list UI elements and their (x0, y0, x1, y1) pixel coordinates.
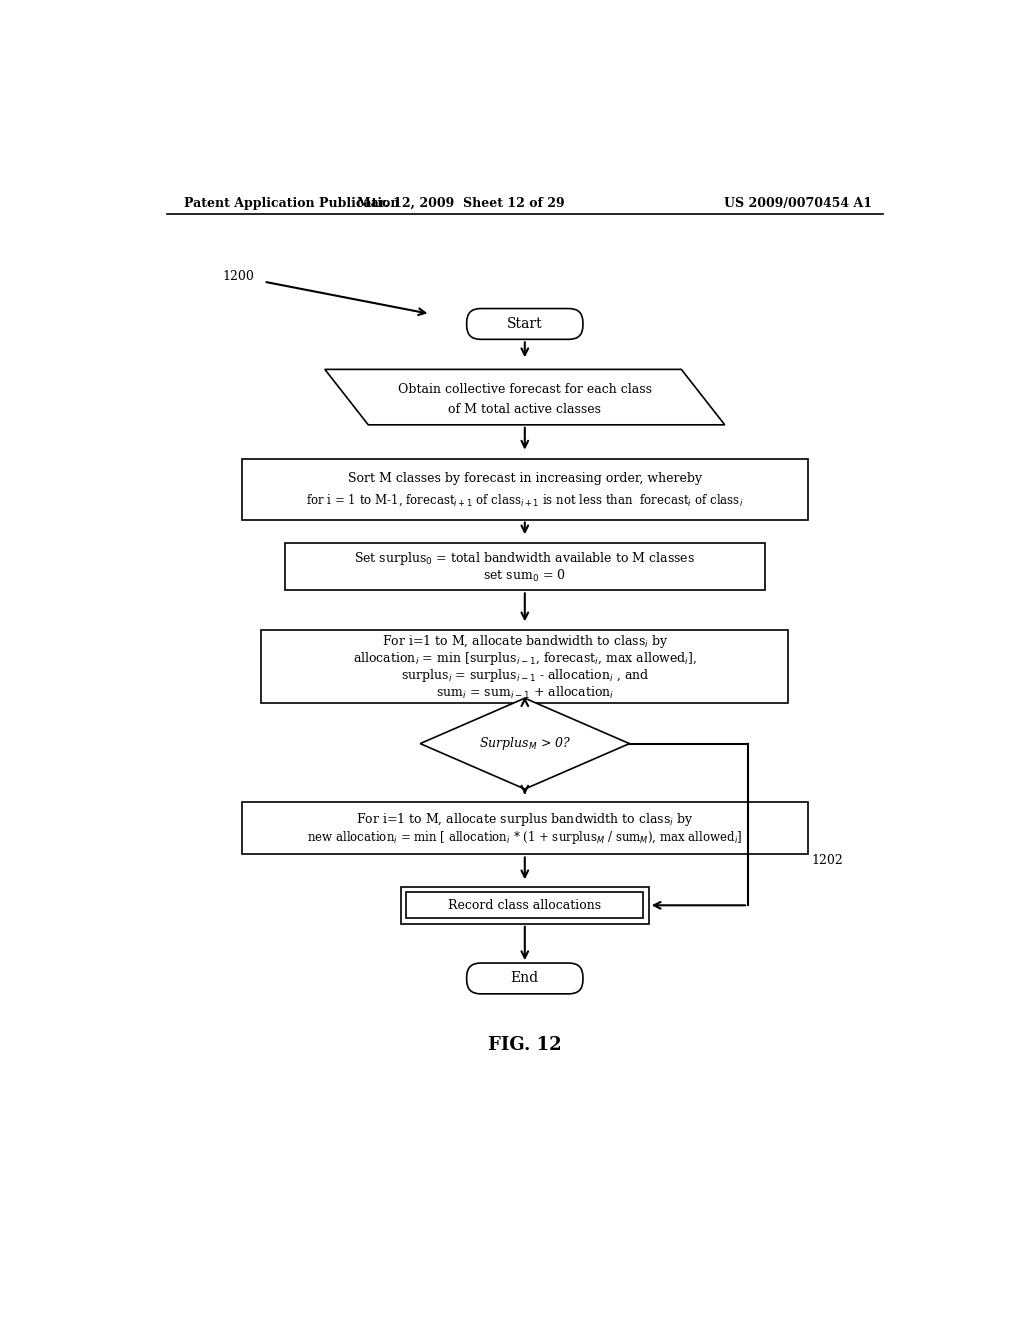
Text: new allocation$_{i}$ = min [ allocation$_{i}$ * (1 + surplus$_{M}$ / sum$_{M}$),: new allocation$_{i}$ = min [ allocation$… (307, 829, 742, 846)
Bar (400, 887, 649, 924)
Text: Start: Start (507, 317, 543, 331)
Text: For i=1 to M, allocate bandwidth to class$_{i}$ by: For i=1 to M, allocate bandwidth to clas… (382, 634, 668, 651)
Text: Sort M classes by forecast in increasing order, whereby: Sort M classes by forecast in increasing… (348, 473, 701, 486)
Bar (261, 630, 788, 704)
Text: allocation$_{i}$ = min [surplus$_{i-1}$, forecast$_{i}$, max allowed$_{i}$],: allocation$_{i}$ = min [surplus$_{i-1}$,… (352, 651, 697, 668)
Bar (407, 892, 643, 919)
Text: sum$_{i}$ = sum$_{i-1}$ + allocation$_{i}$: sum$_{i}$ = sum$_{i-1}$ + allocation$_{i… (436, 685, 613, 701)
Text: 1202: 1202 (812, 854, 844, 867)
Text: FIG. 12: FIG. 12 (488, 1036, 561, 1055)
Bar (242, 459, 808, 520)
Text: End: End (511, 972, 539, 986)
Text: Record class allocations: Record class allocations (449, 899, 601, 912)
Text: Surplus$_{M}$ > 0?: Surplus$_{M}$ > 0? (478, 735, 571, 752)
Text: surplus$_{i}$ = surplus$_{i-1}$ - allocation$_{i}$ , and: surplus$_{i}$ = surplus$_{i-1}$ - alloca… (400, 668, 649, 684)
Text: For i=1 to M, allocate surplus bandwidth to class$_{i}$ by: For i=1 to M, allocate surplus bandwidth… (356, 810, 693, 828)
Text: Patent Application Publication: Patent Application Publication (183, 197, 399, 210)
Text: set sum$_{0}$ = 0: set sum$_{0}$ = 0 (483, 568, 566, 583)
Bar (285, 543, 765, 590)
Polygon shape (325, 370, 725, 425)
Text: Obtain collective forecast for each class: Obtain collective forecast for each clas… (397, 383, 652, 396)
Text: of M total active classes: of M total active classes (449, 403, 601, 416)
FancyBboxPatch shape (467, 964, 583, 994)
Text: Set surplus$_{0}$ = total bandwidth available to M classes: Set surplus$_{0}$ = total bandwidth avai… (354, 550, 695, 568)
Text: US 2009/0070454 A1: US 2009/0070454 A1 (724, 197, 872, 210)
Text: 1200: 1200 (222, 271, 254, 282)
Bar (242, 803, 808, 854)
Text: for i = 1 to M-1, forecast$_{i+1}$ of class$_{i+1}$ is not less than  forecast$_: for i = 1 to M-1, forecast$_{i+1}$ of cl… (306, 492, 743, 508)
Polygon shape (420, 698, 630, 789)
Text: Mar. 12, 2009  Sheet 12 of 29: Mar. 12, 2009 Sheet 12 of 29 (357, 197, 565, 210)
FancyBboxPatch shape (467, 309, 583, 339)
